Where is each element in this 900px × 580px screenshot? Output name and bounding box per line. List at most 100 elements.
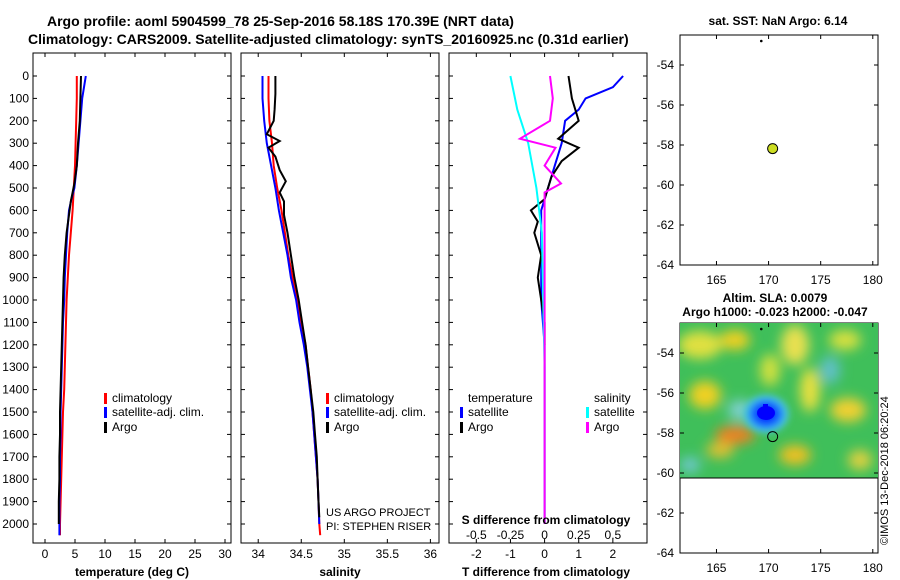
s-xtick-label: -0.25 [497, 528, 525, 542]
xtick-label: 15 [128, 547, 142, 561]
ytick-label: 1800 [2, 472, 29, 486]
title-line-1: Argo profile: aoml 5904599_78 25-Sep-201… [47, 13, 514, 29]
legend-s-satellite: satellite [594, 405, 635, 419]
xtick-label: 20 [158, 547, 172, 561]
ytick-label: 1200 [2, 338, 29, 352]
lat-label: -64 [657, 546, 675, 560]
s-xtick-label: 0 [541, 528, 548, 542]
lat-label: -54 [657, 58, 675, 72]
ytick-label: 600 [9, 203, 29, 217]
sst-map: sat. SST: NaN Argo: 6.14 165 170 175 180 -54… [657, 14, 883, 287]
series-argo [265, 76, 321, 518]
s-xtick-label: -0.5 [466, 528, 487, 542]
difference-xlabel-top: S difference from climatology [462, 513, 631, 527]
ytick-label: 900 [9, 271, 29, 285]
temperature-panel: 0100200300400500600700800900100011001200… [2, 52, 232, 579]
lon-label: 165 [706, 561, 726, 575]
legend-argo-swatch [326, 422, 329, 433]
xtick-label: 5 [72, 547, 79, 561]
legend-satellite-swatch [104, 407, 107, 418]
lon-label: 175 [811, 273, 831, 287]
xtick-label: 36 [424, 547, 438, 561]
ytick-label: 0 [22, 69, 29, 83]
ytick-label: 200 [9, 114, 29, 128]
temperature-xlabel: temperature (deg C) [75, 565, 189, 579]
difference-panel: -2 -1 0 1 2 -0.5 -0.25 0 0.25 0.5 T difference fr… [448, 52, 648, 579]
series-climatology [59, 76, 78, 536]
lon-label: 175 [811, 561, 831, 575]
legend-climatology-swatch [326, 393, 329, 404]
difference-xlabel: T difference from climatology [462, 565, 630, 579]
legend-t-satellite: satellite [468, 405, 509, 419]
s-xtick-label: 0.25 [567, 528, 591, 542]
xtick-label: 35.5 [376, 547, 400, 561]
salinity-panel: 34 34.5 35 35.5 36 salinity climatology sate… [240, 52, 440, 579]
xtick-label: 0 [541, 547, 548, 561]
argo-location-marker [767, 431, 779, 443]
legend-climatology-swatch [104, 393, 107, 404]
s-xtick-label: 0.5 [605, 528, 622, 542]
salinity-plot-frame [240, 52, 440, 544]
sla-map: Altim. SLA: 0.0079 Argo h1000: -0.023 h2… [657, 291, 883, 575]
sst-map-title: sat. SST: NaN Argo: 6.14 [709, 14, 848, 28]
sst-map-frame [679, 34, 879, 266]
lat-label: -56 [657, 386, 675, 400]
ytick-label: 1100 [3, 315, 29, 329]
ytick-label: 500 [9, 181, 29, 195]
xtick-label: -2 [471, 547, 482, 561]
legend-salinity-heading: salinity [594, 391, 631, 405]
lat-label: -64 [657, 258, 675, 272]
sla-heatmap [680, 323, 878, 478]
ytick-label: 700 [9, 226, 29, 240]
temperature-legend: climatology satellite-adj. clim. Argo [104, 391, 204, 434]
xtick-label: 34 [252, 547, 266, 561]
salinity-legend: climatology satellite-adj. clim. Argo [326, 391, 426, 434]
ytick-label: 1700 [2, 450, 29, 464]
xtick-label: 0 [42, 547, 49, 561]
legend-s-argo-swatch [586, 422, 589, 433]
legend-satellite: satellite-adj. clim. [112, 405, 204, 419]
xtick-label: 30 [218, 547, 232, 561]
lat-label: -58 [657, 426, 675, 440]
argo-location-marker [767, 143, 779, 155]
legend-s-argo: Argo [594, 420, 620, 434]
xtick-label: 35 [338, 547, 352, 561]
lat-label: -62 [657, 218, 675, 232]
xtick-label: 1 [575, 547, 582, 561]
difference-plot-frame [448, 52, 648, 544]
xtick-label: 25 [188, 547, 202, 561]
credit-project: US ARGO PROJECT [326, 507, 431, 519]
ytick-label: 100 [9, 91, 29, 105]
ytick-label: 1500 [2, 405, 29, 419]
legend-climatology: climatology [112, 391, 172, 405]
lat-label: -60 [657, 178, 675, 192]
ytick-label: 2000 [2, 517, 29, 531]
credit-imos: ©IMOS 13-Dec-2018 06:20:24 [879, 396, 891, 545]
previous-location-marker [759, 39, 763, 43]
sla-map-title-1: Altim. SLA: 0.0079 [723, 291, 828, 305]
difference-legend: temperature satellite Argo salinity sate… [460, 391, 635, 434]
ytick-label: 1400 [2, 383, 29, 397]
series-s-argo [517, 75, 563, 524]
series-argo [57, 75, 82, 524]
lat-label: -62 [657, 506, 675, 520]
ytick-label: 1900 [2, 495, 29, 509]
sla-map-title-2: Argo h1000: -0.023 h2000: -0.047 [682, 305, 868, 319]
lon-label: 180 [863, 561, 883, 575]
legend-argo-swatch [104, 422, 107, 433]
ytick-label: 400 [9, 159, 29, 173]
legend-climatology: climatology [334, 391, 394, 405]
ytick-label: 1600 [2, 427, 29, 441]
ytick-label: 1000 [2, 293, 29, 307]
lat-label: -60 [657, 466, 675, 480]
legend-t-satellite-swatch [460, 407, 463, 418]
salinity-xlabel: salinity [319, 565, 361, 579]
xtick-label: 34.5 [290, 547, 314, 561]
lon-label: 170 [759, 273, 779, 287]
legend-argo: Argo [334, 420, 360, 434]
lon-label: 180 [863, 273, 883, 287]
legend-t-argo: Argo [468, 420, 494, 434]
lat-label: -56 [657, 98, 675, 112]
legend-t-argo-swatch [460, 422, 463, 433]
